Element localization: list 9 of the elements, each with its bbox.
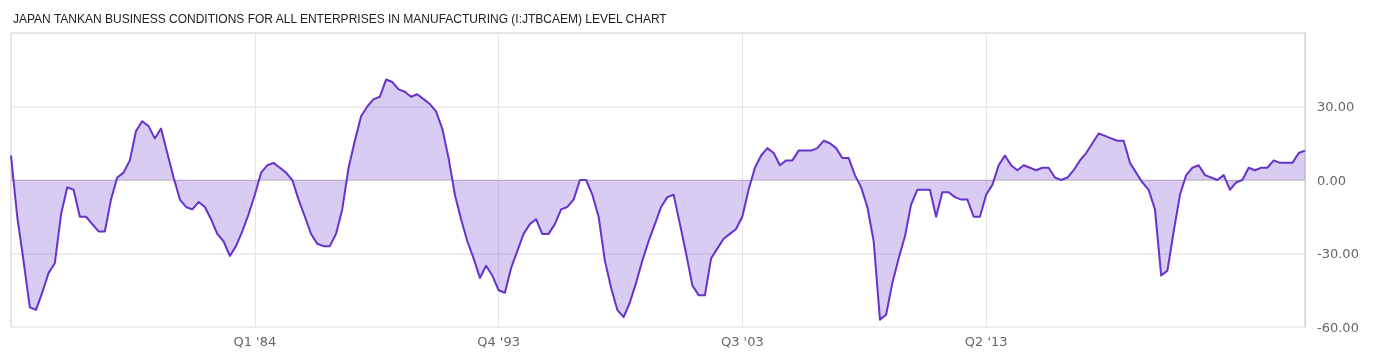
chart-title: JAPAN TANKAN BUSINESS CONDITIONS FOR ALL ENTERPRISES IN MANUFACTURING (I:JTBCAEM) LEVEL CHART <box>13 12 668 26</box>
x-tick-label: Q1 '84 <box>233 334 277 349</box>
x-tick-label: Q2 '13 <box>964 334 1008 349</box>
y-tick-label: -30.00 <box>1317 246 1359 261</box>
y-tick-label: 30.00 <box>1317 99 1355 114</box>
x-tick-label: Q3 '03 <box>720 334 764 349</box>
y-tick-label: 0.00 <box>1317 172 1346 188</box>
x-tick-label: Q4 '93 <box>477 334 520 349</box>
y-tick-label: -60.00 <box>1317 319 1359 335</box>
